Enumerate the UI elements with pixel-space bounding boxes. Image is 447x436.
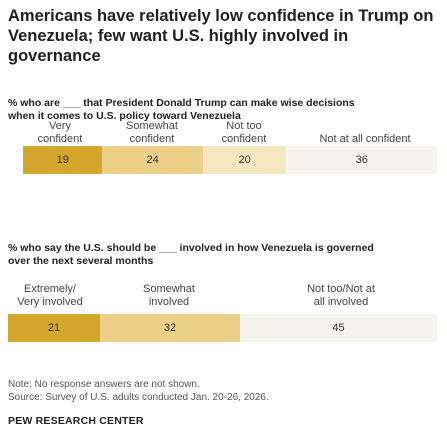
- chart2-subtitle-line1: % who say the U.S. should be ___ involve…: [8, 242, 374, 254]
- chart1-bar-2: [202, 146, 287, 174]
- chart2-bar-label-1: 32: [163, 322, 177, 334]
- chart2-category-label-0-line1: Extremely/: [24, 283, 76, 295]
- chart1-bar-0: [23, 146, 103, 174]
- chart-trump-confidence: % who are ___ that President Donald Trum…: [0, 0, 447, 190]
- note: Note: No response answers are not shown.: [8, 379, 200, 390]
- source: Source: Survey of U.S. adults conducted …: [8, 392, 269, 403]
- chart1-category-label-1-line2: confident: [129, 133, 175, 145]
- chart1-category-label-3-line2: Not at all confident: [319, 133, 411, 145]
- chart1-category-label-2-line1: Not too: [226, 120, 262, 132]
- chart2-category-label-2-line1: Not too/Not at: [307, 283, 375, 295]
- chart2-category-label-2-line2: all involved: [313, 296, 369, 308]
- chart2-subtitle-line2: over the next several months: [8, 255, 154, 267]
- chart1-bar-label-2: 20: [238, 154, 251, 166]
- chart1-bar-1: [102, 146, 203, 174]
- chart1-bar-label-1: 24: [146, 154, 159, 166]
- chart1-subtitle-line1: % who are ___ that President Donald Trum…: [8, 97, 355, 109]
- chart1-category-label-2-line2: confident: [221, 133, 267, 145]
- chart-us-involvement: % who say the U.S. should be ___ involve…: [8, 242, 437, 342]
- chart2-bar-label-0: 21: [47, 322, 61, 334]
- chart1-bar-label-3: 36: [355, 154, 368, 166]
- chart2-bar-0: [8, 314, 100, 342]
- chart2-bar-2: [240, 314, 437, 342]
- chart2-bar-1: [99, 314, 240, 342]
- brand-name: PEW RESEARCH CENTER: [8, 415, 144, 427]
- chart2-category-label-1-line1: Somewhat: [143, 283, 195, 295]
- chart2-category-label-0-line2: Very involved: [17, 296, 83, 308]
- chart1-category-label-1-line1: Somewhat: [126, 120, 178, 132]
- chart1-bar-label-0: 19: [56, 154, 69, 166]
- chart1-bar-3: [286, 146, 437, 174]
- chart-title: Americans have relatively low confidence…: [8, 7, 434, 65]
- chart1-subtitle-line2: when it comes to U.S. policy toward Vene…: [8, 110, 241, 122]
- chart1-category-label-0-line1: Very: [48, 120, 72, 132]
- chart2-category-label-1-line2: involved: [148, 296, 190, 308]
- chart2-bar-label-2: 45: [332, 322, 345, 334]
- chart1-category-label-0-line2: confident: [37, 133, 83, 145]
